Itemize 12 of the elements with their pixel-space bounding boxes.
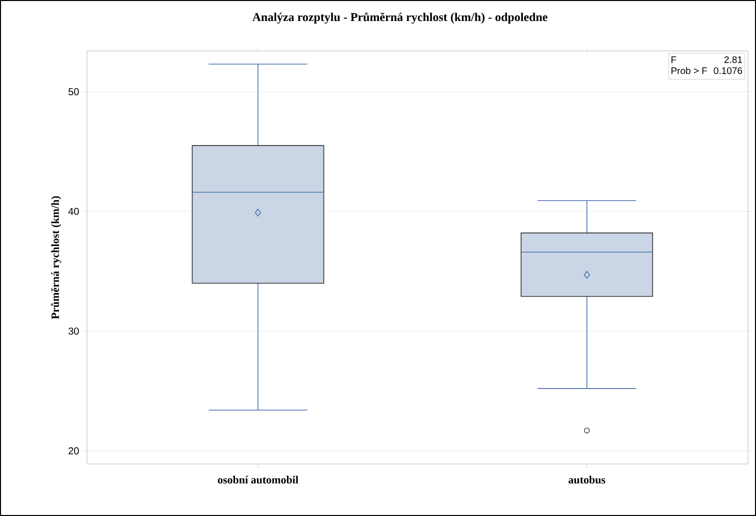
annotation: 2.81 bbox=[724, 56, 742, 64]
y-tick-label: 40 bbox=[68, 208, 79, 215]
annotation: F bbox=[672, 56, 676, 63]
annotation: 0.1076 bbox=[714, 67, 742, 74]
y-tick-label: 20 bbox=[68, 447, 79, 454]
y-tick-label: 50 bbox=[68, 88, 79, 96]
y-tick-label: 30 bbox=[68, 328, 79, 335]
annotation: Prob > F bbox=[672, 67, 708, 74]
x-tick-label: osobní automobil bbox=[218, 476, 298, 484]
x-tick-label: autobus bbox=[568, 476, 606, 484]
y-axis-title: Průměrná rychlost (km/h) bbox=[50, 196, 62, 320]
chart-title: Analýza rozptylu - Průměrná rychlost (km/h) - odpoledne bbox=[252, 12, 548, 24]
